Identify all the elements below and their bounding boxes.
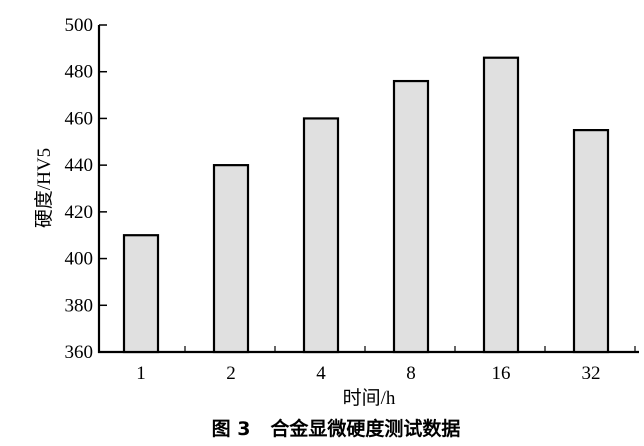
bar (122, 234, 160, 354)
y-tick-label: 360 (65, 342, 94, 363)
y-axis-label: 硬度/HV5 (33, 148, 55, 228)
bar (392, 79, 430, 354)
bar (212, 164, 250, 354)
bar (572, 129, 610, 354)
y-tick-label: 500 (65, 15, 94, 36)
y-tick-label: 400 (65, 249, 94, 270)
y-tick-label: 380 (65, 295, 94, 316)
bar (302, 117, 340, 354)
y-tick-label: 440 (65, 155, 94, 176)
x-tick-label: 8 (406, 363, 416, 384)
x-tick-label: 1 (136, 363, 146, 384)
x-tick-label: 32 (582, 363, 601, 384)
y-tick-label: 420 (65, 202, 94, 223)
figure-caption: 图 3 合金显微硬度测试数据 (212, 417, 461, 440)
x-tick-label: 4 (316, 363, 326, 384)
x-axis-label: 时间/h (343, 387, 396, 409)
y-tick-label: 460 (65, 108, 94, 129)
bar (482, 56, 520, 354)
y-tick-label: 480 (65, 62, 94, 83)
x-tick-label: 2 (226, 363, 236, 384)
x-tick-label: 16 (492, 363, 511, 384)
